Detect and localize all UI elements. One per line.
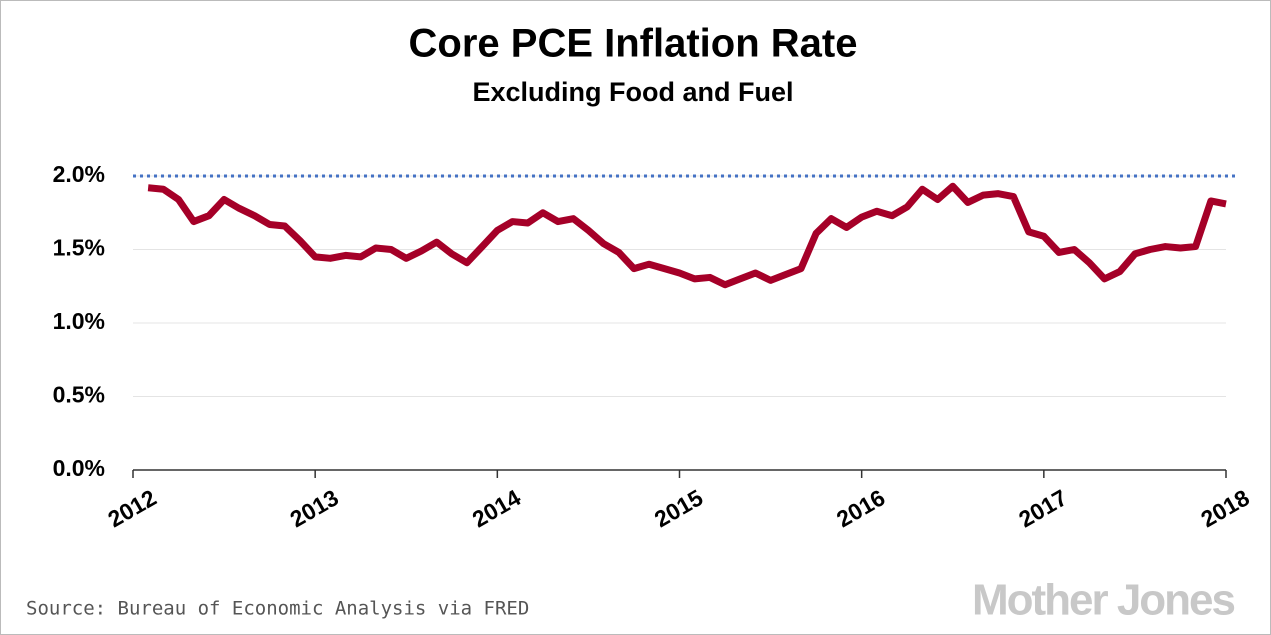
chart-title: Core PCE Inflation Rate (409, 22, 858, 66)
logo: Mother Jones (972, 576, 1235, 625)
data-line (147, 182, 1227, 289)
y-tick-label: 2.0% (53, 161, 105, 187)
y-tick-label: 1.5% (53, 235, 105, 261)
chart-subtitle: Excluding Food and Fuel (473, 77, 794, 107)
y-tick-label: 1.0% (53, 308, 105, 334)
source: Source: Bureau of Economic Analysis via … (26, 598, 529, 620)
y-tick-label: 0.0% (53, 455, 105, 481)
y-tick-label: 0.5% (53, 382, 105, 408)
